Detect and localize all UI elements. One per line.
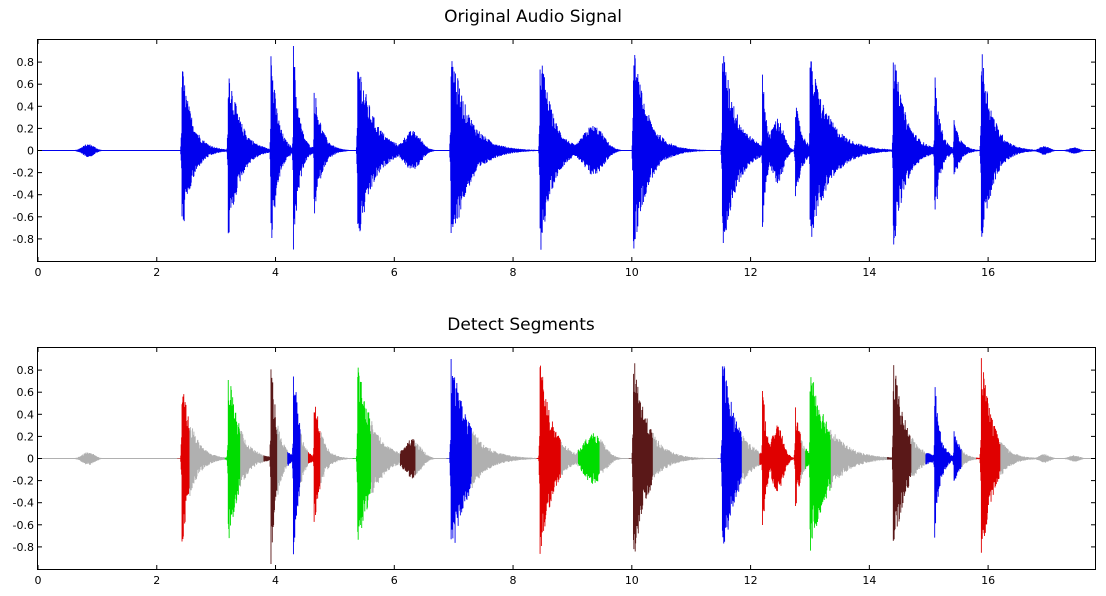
waveform-series	[263, 363, 912, 564]
waveform-series	[224, 367, 831, 551]
waveform-series	[177, 358, 1001, 554]
axis-ticks: 0 2 4 6 8 10 12 14 16 0.8 0.6 0.4 0.2 0 -0.2 -0.4 -0.6 -0…	[13, 40, 1095, 279]
y-tick-label: -0.2	[13, 167, 34, 180]
chart-title: Original Audio Signal	[444, 7, 622, 27]
x-tick-label: 0	[35, 574, 42, 587]
y-tick-label: 0.2	[17, 122, 35, 135]
original-signal-panel: Original Audio Signal 0 2 4 6 8 10 12 14 16 0.8 0.…	[13, 7, 1096, 279]
x-tick-label: 14	[862, 574, 876, 587]
detected-segments-panel: Detect Segments 0 2 4 6 8 10 12 14 16 0.8 0.6 0.4 0.…	[13, 315, 1096, 587]
signal-waveform	[37, 45, 1096, 250]
y-tick-label: -0.2	[13, 475, 34, 488]
waveform-series	[287, 358, 962, 555]
y-tick-label: 0.6	[17, 386, 35, 399]
y-tick-label: 0	[27, 453, 34, 466]
y-tick-label: 0.6	[17, 78, 35, 91]
x-tick-label: 8	[510, 266, 517, 279]
y-tick-label: 0.4	[17, 100, 35, 113]
x-tick-label: 2	[153, 574, 160, 587]
x-tick-label: 14	[862, 266, 876, 279]
x-tick-label: 4	[272, 266, 279, 279]
waveform-series	[37, 45, 1096, 250]
x-tick-label: 12	[744, 574, 758, 587]
x-tick-label: 6	[391, 266, 398, 279]
y-tick-label: 0.8	[17, 56, 35, 69]
y-tick-label: -0.6	[13, 211, 34, 224]
x-tick-label: 2	[153, 266, 160, 279]
x-tick-label: 16	[981, 266, 995, 279]
plot-frame	[37, 39, 1096, 262]
x-tick-label: 16	[981, 574, 995, 587]
x-tick-label: 0	[35, 266, 42, 279]
x-tick-label: 6	[391, 574, 398, 587]
y-tick-label: 0.2	[17, 430, 35, 443]
x-tick-label: 10	[625, 266, 639, 279]
x-tick-label: 10	[625, 574, 639, 587]
y-tick-label: 0	[27, 145, 34, 158]
y-tick-label: -0.4	[13, 189, 34, 202]
signal-waveform	[37, 358, 1096, 564]
y-tick-label: 0.4	[17, 408, 35, 421]
x-tick-label: 4	[272, 574, 279, 587]
plot-frame	[37, 347, 1096, 570]
chart-title: Detect Segments	[447, 315, 595, 335]
y-tick-label: 0.8	[17, 364, 35, 377]
y-tick-label: -0.6	[13, 519, 34, 532]
y-tick-label: -0.8	[13, 233, 34, 246]
y-tick-label: -0.4	[13, 497, 34, 510]
y-tick-label: -0.8	[13, 541, 34, 554]
x-tick-label: 8	[510, 574, 517, 587]
axis-ticks: 0 2 4 6 8 10 12 14 16 0.8 0.6 0.4 0.2 0 -0.2 -0.4 -0.6 -0…	[13, 348, 1095, 587]
x-tick-label: 12	[744, 266, 758, 279]
